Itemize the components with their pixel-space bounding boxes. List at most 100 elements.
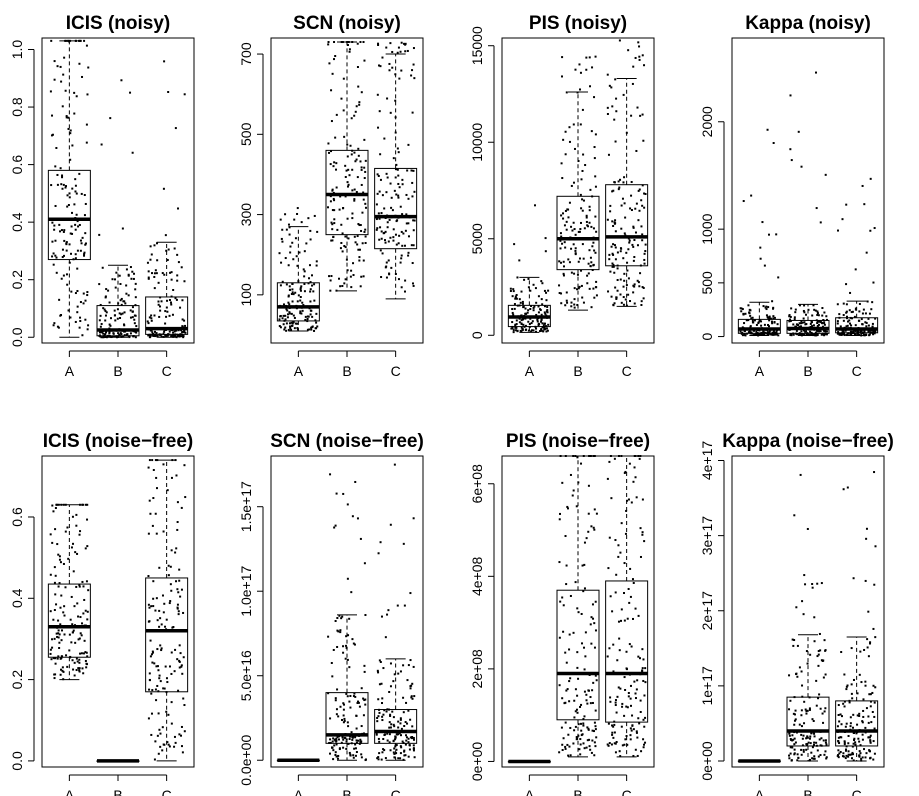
- data-point: [297, 759, 300, 762]
- data-point: [296, 322, 299, 325]
- panel-title: PIS (noisy): [529, 13, 627, 34]
- data-point: [134, 329, 137, 332]
- data-point: [390, 266, 393, 269]
- data-point: [294, 291, 297, 294]
- data-point: [403, 290, 406, 293]
- data-point: [83, 598, 86, 601]
- data-point: [842, 488, 845, 491]
- data-point: [740, 332, 743, 335]
- data-point: [568, 238, 571, 241]
- data-point: [863, 648, 866, 651]
- data-point: [302, 304, 305, 307]
- data-point: [568, 140, 571, 143]
- box-C: [835, 471, 879, 762]
- data-point: [175, 336, 178, 339]
- data-point: [400, 746, 403, 749]
- data-point: [819, 649, 822, 652]
- data-point: [813, 757, 816, 760]
- data-point: [287, 301, 290, 304]
- data-point: [813, 640, 816, 643]
- data-point: [544, 237, 547, 240]
- data-point: [825, 757, 828, 760]
- data-point: [860, 757, 863, 760]
- data-point: [87, 589, 90, 592]
- data-point: [182, 611, 185, 614]
- data-point: [178, 660, 181, 663]
- data-point: [569, 473, 572, 476]
- data-point: [178, 335, 181, 338]
- data-point: [863, 330, 866, 333]
- data-point: [380, 237, 383, 240]
- data-point: [53, 609, 56, 612]
- data-point: [644, 250, 647, 253]
- data-point: [845, 688, 848, 691]
- data-point: [155, 327, 158, 330]
- data-point: [788, 757, 791, 760]
- data-point: [101, 266, 104, 269]
- data-point: [291, 291, 294, 294]
- data-point: [331, 675, 334, 678]
- data-point: [623, 714, 626, 717]
- data-point: [342, 721, 345, 724]
- data-point: [861, 312, 864, 315]
- data-point: [347, 725, 350, 728]
- data-point: [178, 644, 181, 647]
- data-point: [61, 669, 64, 672]
- data-point: [638, 657, 641, 660]
- data-point: [329, 279, 332, 282]
- data-point: [308, 264, 311, 267]
- data-point: [346, 658, 349, 661]
- data-point: [281, 228, 284, 231]
- data-point: [518, 298, 521, 301]
- data-point: [309, 290, 312, 293]
- data-point: [154, 609, 157, 612]
- data-point: [164, 234, 167, 237]
- data-point: [390, 723, 393, 726]
- data-point: [869, 641, 872, 644]
- data-point: [379, 153, 382, 156]
- data-point: [620, 455, 623, 457]
- data-point: [837, 704, 840, 707]
- data-point: [397, 672, 400, 675]
- data-point: [71, 631, 74, 634]
- data-point: [562, 217, 565, 220]
- data-point: [750, 317, 753, 320]
- data-point: [69, 158, 72, 161]
- data-point: [184, 324, 187, 327]
- data-point: [362, 732, 365, 735]
- panel-title: SCN (noise−free): [270, 431, 424, 452]
- data-point: [867, 610, 870, 613]
- data-point: [760, 327, 763, 330]
- data-point: [579, 193, 582, 196]
- data-point: [560, 726, 563, 729]
- data-point: [627, 498, 630, 501]
- data-point: [609, 696, 612, 699]
- data-point: [377, 552, 380, 555]
- data-point: [401, 183, 404, 186]
- data-point: [752, 759, 755, 762]
- data-point: [869, 642, 872, 645]
- data-point: [51, 114, 54, 117]
- data-point: [388, 741, 391, 744]
- data-point: [768, 315, 771, 318]
- data-point: [865, 321, 868, 324]
- data-point: [637, 717, 640, 720]
- data-point: [383, 137, 386, 140]
- data-point: [809, 328, 812, 331]
- data-point: [183, 280, 186, 283]
- data-point: [121, 335, 124, 338]
- data-point: [357, 154, 360, 157]
- data-point: [378, 659, 381, 662]
- data-point: [107, 289, 110, 292]
- data-point: [412, 517, 415, 520]
- data-point: [822, 721, 825, 724]
- data-point: [580, 269, 583, 272]
- data-point: [540, 318, 543, 321]
- data-point: [288, 307, 291, 310]
- data-point: [52, 252, 55, 255]
- data-point: [771, 300, 774, 303]
- data-point: [804, 708, 807, 711]
- data-point: [59, 230, 62, 233]
- box-iqr: [145, 296, 189, 335]
